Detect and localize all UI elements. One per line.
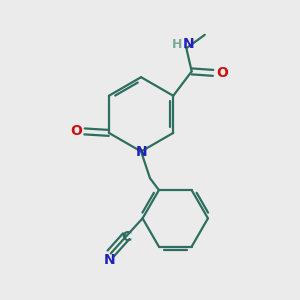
Text: N: N bbox=[103, 253, 115, 267]
Text: C: C bbox=[121, 230, 131, 244]
Text: H: H bbox=[172, 38, 182, 51]
Text: N: N bbox=[183, 37, 194, 51]
Text: N: N bbox=[135, 145, 147, 159]
Text: O: O bbox=[70, 124, 82, 138]
Text: O: O bbox=[216, 66, 228, 80]
